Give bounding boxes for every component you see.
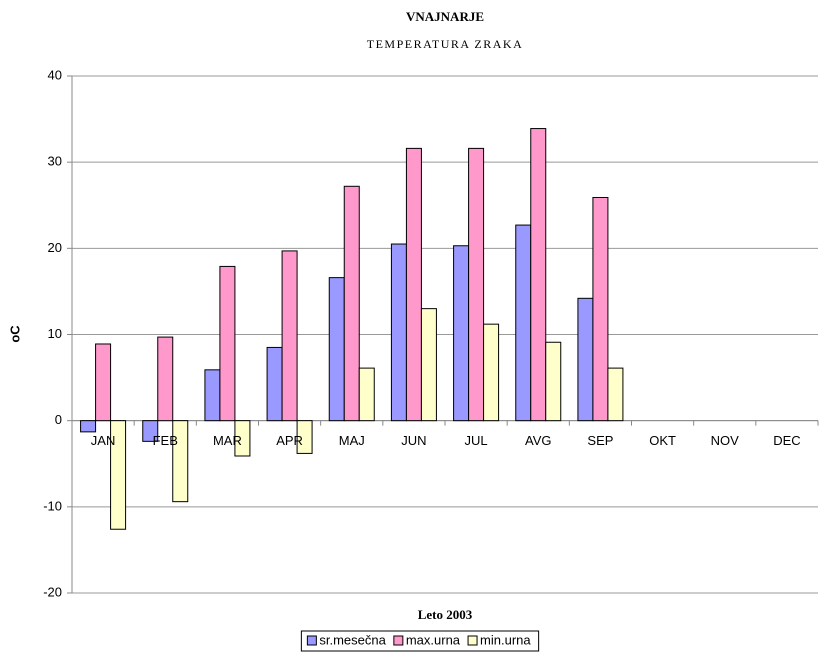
x-tick-label: NOV <box>711 433 740 448</box>
legend-swatch <box>306 635 317 646</box>
x-tick-label: APR <box>276 433 303 448</box>
chart-subtitle: TEMPERATURA ZRAKA <box>367 37 524 51</box>
bar <box>266 346 283 422</box>
bar <box>545 341 562 422</box>
bar <box>420 308 437 422</box>
y-tick-label: 10 <box>48 326 62 341</box>
x-tick-label: MAJ <box>339 433 365 448</box>
x-tick-label: DEC <box>773 433 800 448</box>
legend-label: sr.mesečna <box>319 632 386 647</box>
x-tick-label: SEP <box>587 433 613 448</box>
bar <box>157 336 174 422</box>
y-tick-label: -10 <box>43 498 62 513</box>
bar <box>468 147 485 422</box>
chart-title: VNAJNARJE <box>406 9 484 24</box>
bar <box>281 250 298 422</box>
y-tick-label: -20 <box>43 584 62 599</box>
bar <box>328 277 345 422</box>
bar <box>296 420 313 454</box>
x-tick-label: JAN <box>91 433 116 448</box>
bar <box>577 297 594 422</box>
legend-swatch <box>393 635 404 646</box>
bar <box>343 185 360 422</box>
x-tick-label: JUN <box>401 433 426 448</box>
y-tick-label: 30 <box>48 154 62 169</box>
bar <box>219 265 236 422</box>
bar <box>607 367 624 422</box>
y-tick-label: 40 <box>48 67 62 82</box>
bar <box>390 243 407 422</box>
bar <box>110 420 127 530</box>
bar <box>234 420 251 457</box>
y-tick-label: 20 <box>48 240 62 255</box>
bar <box>592 196 609 422</box>
bar <box>405 147 422 422</box>
bar <box>530 128 547 422</box>
x-tick-label: OKT <box>649 433 676 448</box>
x-axis-label: Leto 2003 <box>418 607 473 622</box>
bar <box>453 245 470 422</box>
y-axis-label: oC <box>7 325 22 343</box>
x-tick-label: JUL <box>465 433 488 448</box>
x-tick-label: AVG <box>525 433 552 448</box>
x-tick-label: MAR <box>213 433 242 448</box>
bar <box>80 420 97 433</box>
legend-label: max.urna <box>406 632 461 647</box>
bar <box>95 343 112 422</box>
x-tick-label: FEB <box>153 433 178 448</box>
legend-label: min.urna <box>480 632 531 647</box>
bar <box>515 224 532 422</box>
bar <box>358 367 375 422</box>
bar <box>172 420 189 503</box>
bar <box>204 369 221 422</box>
legend-swatch <box>467 635 478 646</box>
bar <box>142 420 159 442</box>
y-tick-label: 0 <box>55 412 62 427</box>
bar <box>483 323 500 422</box>
legend-box <box>300 630 540 652</box>
